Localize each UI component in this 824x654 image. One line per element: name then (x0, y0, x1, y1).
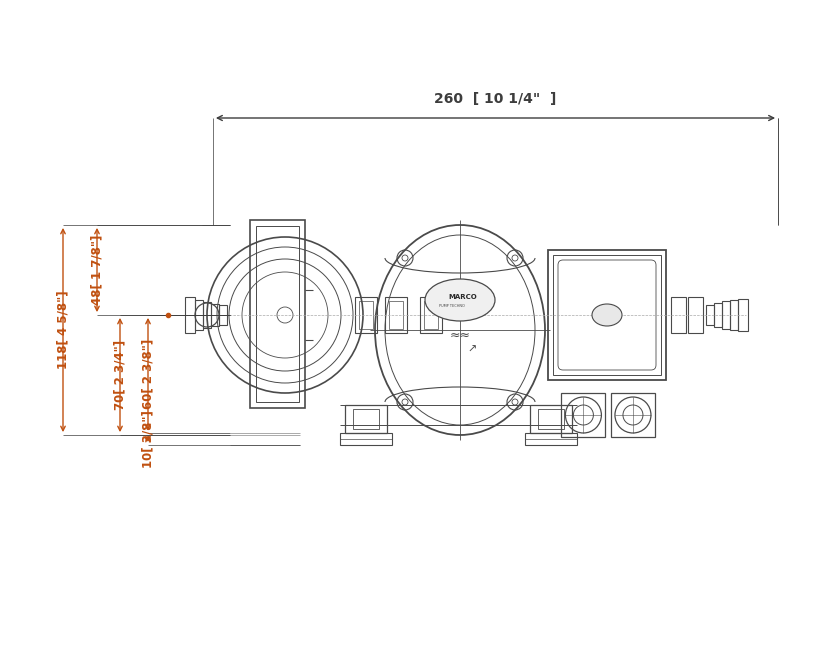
Bar (203, 302, 211, 328)
Bar (353, 409, 379, 429)
Bar (389, 301, 403, 329)
Bar (611, 393, 655, 437)
Bar (420, 297, 442, 333)
Bar (738, 299, 748, 331)
Text: 60[ 2 3/8"]: 60[ 2 3/8"] (142, 339, 154, 409)
Text: ≈≈: ≈≈ (450, 328, 471, 341)
Bar (340, 433, 392, 445)
Bar (256, 226, 299, 402)
Text: 70[ 2 3/4"]: 70[ 2 3/4"] (114, 340, 127, 410)
Bar (345, 405, 387, 433)
Bar (671, 297, 686, 333)
Ellipse shape (592, 304, 622, 326)
Text: 10[ 3/8"]: 10[ 3/8"] (142, 410, 154, 468)
Bar (355, 297, 377, 333)
Bar (250, 220, 305, 408)
Bar (548, 250, 666, 380)
Bar (730, 300, 738, 330)
Bar (211, 304, 219, 326)
Bar (722, 301, 730, 329)
Text: ↗: ↗ (467, 345, 477, 355)
Bar (525, 433, 577, 445)
Bar (553, 255, 661, 375)
Text: 48[ 1 7/8"]: 48[ 1 7/8"] (91, 235, 104, 305)
Bar (195, 300, 203, 330)
Text: MARCO: MARCO (448, 294, 477, 300)
Text: PUMP TECHNO: PUMP TECHNO (439, 304, 465, 308)
Bar (219, 305, 227, 325)
Bar (530, 405, 572, 433)
Text: 118[ 4 5/8"]: 118[ 4 5/8"] (57, 290, 69, 370)
Bar (359, 301, 373, 329)
Bar (424, 301, 438, 329)
Bar (385, 297, 407, 333)
Bar (538, 409, 564, 429)
Ellipse shape (425, 279, 495, 321)
Bar (714, 303, 722, 327)
Text: 260  [ 10 1/4"  ]: 260 [ 10 1/4" ] (434, 92, 557, 106)
Bar (706, 305, 714, 325)
Bar (561, 393, 606, 437)
Bar (185, 297, 195, 333)
Bar (688, 297, 703, 333)
